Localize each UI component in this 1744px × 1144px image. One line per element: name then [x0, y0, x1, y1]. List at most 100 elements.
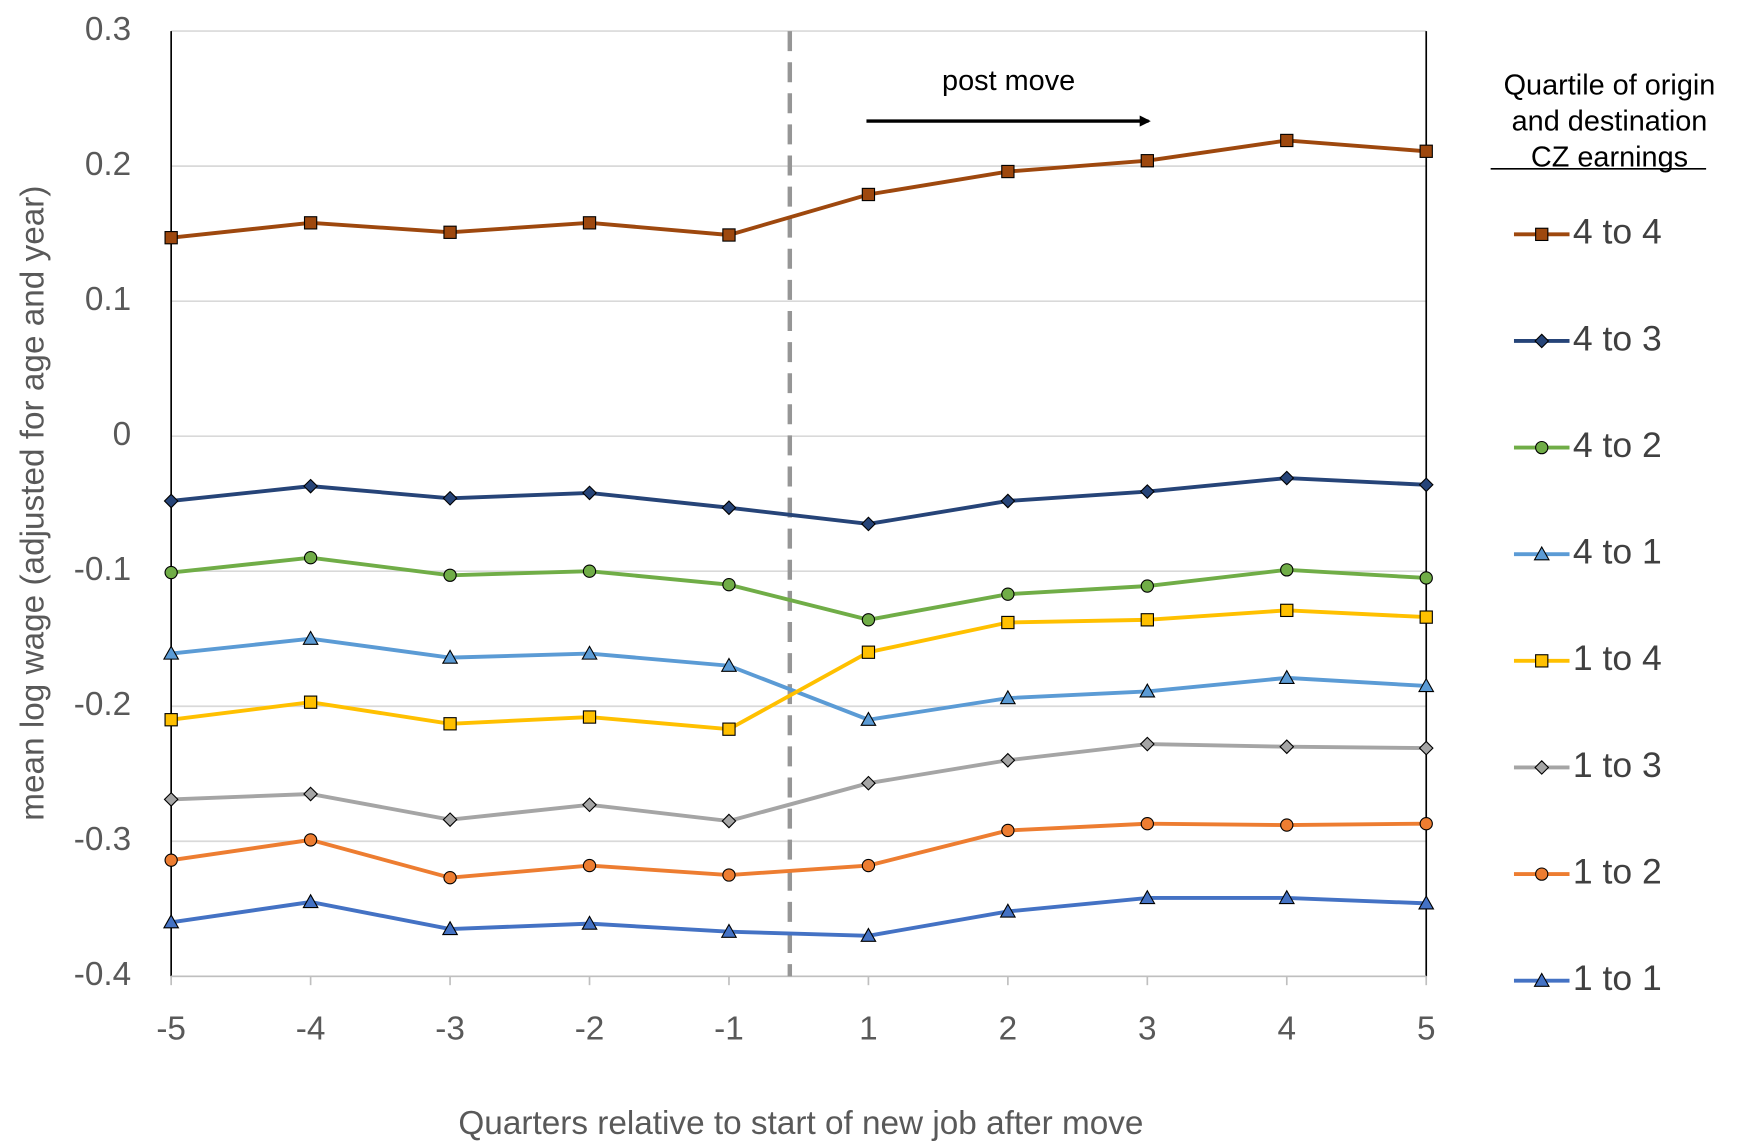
point — [861, 613, 876, 627]
point — [303, 216, 318, 230]
legend-title-line: Quartile of origin — [1504, 69, 1716, 101]
point — [721, 813, 737, 829]
point — [303, 786, 319, 802]
point — [720, 923, 738, 938]
point — [1533, 972, 1550, 987]
point — [1280, 818, 1294, 832]
point — [722, 228, 736, 242]
legend-label: 4 to 1 — [1573, 532, 1662, 572]
point — [1534, 760, 1550, 775]
x-tick-label: -4 — [296, 1011, 326, 1048]
point — [1139, 889, 1156, 905]
point — [1279, 739, 1295, 755]
point — [303, 833, 318, 847]
point — [442, 812, 458, 828]
x-axis-title: Quarters relative to start of new job af… — [458, 1105, 1143, 1142]
legend-title-line: and destination — [1512, 105, 1708, 137]
point — [1535, 227, 1549, 242]
point — [1533, 545, 1550, 561]
point — [1139, 736, 1155, 752]
point — [1000, 493, 1016, 509]
point — [1419, 817, 1433, 831]
point — [442, 490, 458, 506]
point — [441, 920, 459, 936]
x-tick-label: 2 — [999, 1011, 1018, 1048]
point — [581, 645, 598, 660]
point — [1418, 477, 1434, 493]
point — [999, 689, 1017, 705]
x-tick-label: 3 — [1138, 1011, 1157, 1048]
x-tick-label: -3 — [435, 1011, 465, 1048]
point — [1418, 895, 1435, 910]
point — [1001, 164, 1015, 179]
point — [861, 187, 876, 202]
legend-label: 4 to 4 — [1573, 212, 1662, 252]
point — [443, 225, 457, 239]
legend-label: 4 to 2 — [1573, 425, 1662, 465]
point — [1140, 613, 1154, 627]
point — [722, 578, 736, 592]
point — [1535, 654, 1549, 668]
point — [164, 231, 178, 245]
point — [163, 791, 179, 807]
y-tick-label: 0.2 — [85, 146, 131, 183]
grid — [171, 30, 1427, 978]
point — [1000, 752, 1016, 768]
series-line — [170, 138, 1427, 240]
point — [861, 858, 876, 873]
point — [1280, 133, 1294, 148]
point — [164, 713, 178, 727]
point — [1278, 889, 1295, 905]
x-tick-label: -5 — [156, 1011, 186, 1048]
point — [999, 903, 1017, 918]
series-line — [170, 476, 1427, 526]
point — [720, 657, 738, 672]
point — [860, 711, 877, 726]
point — [860, 516, 876, 532]
series-line — [170, 636, 1427, 722]
point — [1278, 669, 1295, 684]
point — [582, 710, 597, 724]
legend-label: 1 to 1 — [1573, 958, 1662, 998]
point — [1534, 333, 1550, 349]
point — [163, 493, 179, 509]
point — [1001, 823, 1015, 838]
point — [162, 645, 180, 660]
x-tick-label: 4 — [1278, 1011, 1297, 1048]
series-line — [171, 742, 1427, 823]
point — [1140, 154, 1154, 168]
point — [302, 893, 319, 909]
point — [1139, 683, 1156, 698]
point — [860, 927, 877, 942]
point — [303, 478, 319, 494]
point — [1419, 144, 1433, 158]
point — [1001, 587, 1015, 601]
y-tick-label: 0.1 — [85, 281, 131, 318]
point — [164, 565, 178, 580]
point — [722, 722, 736, 736]
point — [1419, 610, 1433, 624]
point — [443, 871, 457, 885]
point — [1280, 603, 1294, 618]
point — [1535, 440, 1549, 455]
point — [582, 858, 597, 873]
point — [443, 717, 457, 731]
point — [860, 775, 876, 791]
point — [582, 216, 597, 230]
point — [1279, 470, 1295, 486]
point — [1535, 867, 1549, 881]
point — [303, 695, 318, 709]
point — [1418, 677, 1435, 693]
series-line — [170, 608, 1427, 732]
point — [441, 649, 459, 664]
legend-label: 1 to 4 — [1573, 638, 1662, 678]
point — [1140, 817, 1154, 831]
point — [162, 913, 180, 929]
annotation: post move — [942, 65, 1075, 97]
series-line — [170, 555, 1427, 622]
point — [1001, 615, 1015, 630]
y-tick-label: -0.2 — [74, 686, 131, 723]
point — [1139, 484, 1155, 499]
